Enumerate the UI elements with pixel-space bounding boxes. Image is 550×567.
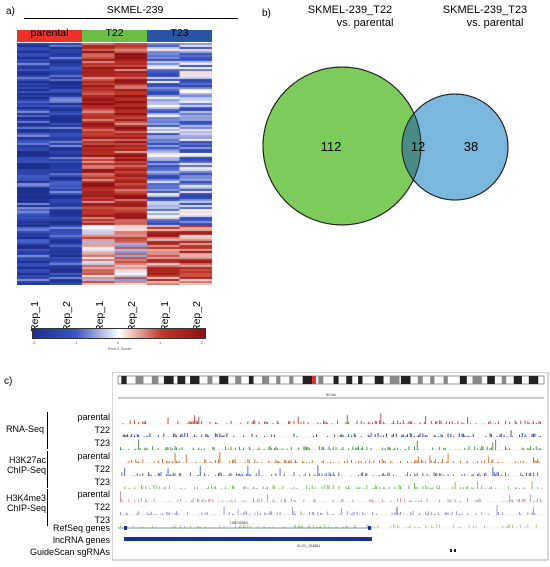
- group-label-t22: T22: [105, 27, 124, 39]
- assay-label-line1: H3K4me3: [5, 493, 46, 503]
- group-bar-t23: [147, 30, 212, 42]
- assay-label-h3k27ac: H3K27ac ChIP-Seq: [0, 455, 46, 475]
- sample-label: T22: [94, 464, 110, 474]
- assay-label-rnaseq: RNA-Seq: [5, 424, 44, 434]
- sample-label: T23: [94, 515, 110, 525]
- assay-label-line1: H3K27ac: [8, 455, 46, 465]
- venn-set2-title: SKMEL-239_T23 vs. parental: [420, 4, 550, 30]
- panel-a-label: a): [6, 6, 15, 17]
- colorbar-tick: 1: [159, 340, 162, 345]
- group-label-t23: T23: [170, 27, 189, 39]
- venn-set2-title-line1: SKMEL-239_T23: [442, 4, 528, 16]
- venn-set2-title-line2: vs. parental: [466, 17, 524, 29]
- bracket-h3k27ac: [47, 451, 48, 488]
- scale-label: 50 kb: [326, 392, 337, 397]
- lncrna-gene-label: XLOC_004884: [297, 544, 320, 548]
- annotation-label-lncrna: lncRNA genes: [52, 535, 110, 545]
- annotation-label-guidescan: GuideScan sgRNAs: [29, 547, 110, 557]
- sample-label: T23: [94, 438, 110, 448]
- venn-set1-title-line2: vs. parental: [336, 17, 394, 29]
- sample-label: T23: [94, 477, 110, 487]
- heatmap-title: SKMEL-239: [106, 4, 164, 16]
- sgrna-mark: [450, 549, 452, 552]
- sample-label: parental: [77, 451, 110, 461]
- sample-label: T22: [94, 502, 110, 512]
- sgrna-mark: [454, 549, 456, 552]
- bracket-rnaseq: [47, 412, 48, 449]
- panel-b-label: b): [262, 8, 271, 19]
- group-bar-parental: [17, 30, 82, 42]
- genome-browser: 50 kb LINC00854 XLOC_004884: [112, 372, 549, 561]
- assay-label-h3k4me3: H3K4me3 ChIP-Seq: [0, 493, 46, 513]
- venn-count-t23-only: 38: [464, 139, 478, 154]
- venn-count-overlap: 12: [411, 139, 425, 154]
- assay-label-line2: ChIP-Seq: [6, 503, 46, 513]
- colorbar-tick: -1: [74, 340, 78, 345]
- venn-count-t22-only: 112: [321, 139, 342, 154]
- venn-set1-title: SKMEL-239_T22 vs. parental: [280, 4, 420, 30]
- lncrna-gene-bar: [124, 537, 372, 541]
- venn-set1-title-line1: SKMEL-239_T22: [307, 4, 393, 16]
- colorbar-tick: -2: [32, 340, 36, 345]
- expression-heatmap: [17, 43, 212, 285]
- assay-label-line2: ChIP-Seq: [6, 465, 46, 475]
- venn-diagram: 112 12 38: [262, 66, 509, 226]
- bracket-h3k4me3: [47, 489, 48, 526]
- panel-c-label: c): [4, 376, 13, 387]
- sample-label: T22: [94, 425, 110, 435]
- refseq-gene-label: LINC00854: [230, 521, 248, 525]
- sample-label: parental: [77, 412, 110, 422]
- colorbar-label: Row Z-Score: [108, 346, 132, 351]
- sample-label: parental: [77, 489, 110, 499]
- signal-tracks: [118, 413, 544, 529]
- chromosome-ideogram: [117, 375, 545, 385]
- venn-circle-t22: [262, 66, 422, 226]
- colorbar-tick: 2: [201, 340, 204, 345]
- colorbar: [32, 328, 206, 339]
- heatmap-title-underline: [24, 18, 238, 19]
- annotation-label-refseq: RefSeq genes: [52, 523, 110, 533]
- colorbar-tick: 0: [117, 340, 120, 345]
- group-bar-t22: [82, 30, 147, 42]
- group-label-parental: parental: [30, 27, 69, 39]
